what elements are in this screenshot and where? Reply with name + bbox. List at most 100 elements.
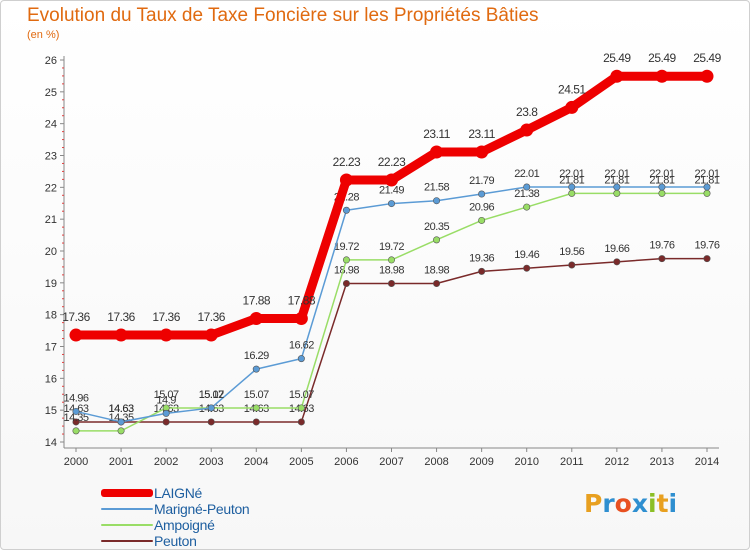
data-label: 16.62 [289, 340, 314, 352]
y-tick-label: 24 [45, 119, 57, 131]
data-point [568, 261, 576, 269]
data-point [658, 255, 666, 263]
data-label: 23.11 [423, 127, 450, 141]
x-tick-label: 2007 [379, 456, 403, 468]
data-point [69, 328, 83, 342]
proxiti-logo: Proxiti [584, 489, 677, 518]
data-point [433, 236, 441, 244]
data-point [339, 173, 353, 187]
data-point [297, 418, 305, 426]
data-label: 15.07 [289, 389, 314, 401]
data-point [342, 256, 350, 264]
data-label: 21.81 [694, 174, 719, 186]
data-point [204, 328, 218, 342]
data-label: 21.81 [604, 174, 629, 186]
data-label: 17.36 [197, 310, 225, 324]
data-point [433, 197, 441, 205]
data-label: 15.07 [154, 389, 179, 401]
x-tick-label: 2000 [64, 456, 88, 468]
data-label: 19.56 [559, 246, 584, 258]
data-label: 15.07 [244, 389, 269, 401]
data-label: 22.01 [649, 168, 674, 180]
data-point [568, 189, 576, 197]
data-point [72, 418, 80, 426]
data-point [658, 189, 666, 197]
data-label: 24.51 [558, 82, 586, 96]
data-point [252, 418, 260, 426]
data-point [387, 256, 395, 264]
logo-letter: i [668, 489, 678, 518]
data-label: 18.98 [424, 264, 449, 276]
data-label: 14.35 [63, 412, 88, 424]
logo-letter: P [584, 489, 603, 518]
x-tick-label: 2009 [469, 456, 493, 468]
data-label: 19.46 [514, 249, 539, 261]
data-label: 17.88 [243, 293, 271, 307]
data-label: 19.66 [604, 243, 629, 255]
y-tick-label: 21 [45, 214, 57, 226]
y-tick-label: 20 [45, 246, 57, 258]
legend-label: LAIGNé [154, 485, 202, 501]
data-point [475, 145, 489, 159]
legend-label: Marigné-Peuton [154, 501, 250, 517]
data-point [523, 264, 531, 272]
data-point [523, 203, 531, 211]
data-point [613, 258, 621, 266]
x-tick-label: 2011 [560, 456, 584, 468]
data-label: 14.9 [156, 394, 176, 406]
chart-title: Evolution du Taux de Taxe Foncière sur l… [27, 5, 539, 26]
data-label: 22.23 [333, 155, 361, 169]
series-line [75, 186, 708, 423]
y-tick-label: 14 [45, 437, 57, 449]
legend-swatch [101, 540, 153, 542]
data-point [610, 69, 624, 83]
y-unit-label: (en %) [27, 29, 60, 41]
data-label: 19.36 [469, 252, 494, 264]
data-label: 20.35 [424, 221, 449, 233]
legend-swatch [101, 508, 153, 510]
data-label: 17.88 [288, 293, 316, 307]
legend-label: Ampoigné [154, 517, 215, 533]
y-tick-label: 22 [45, 182, 57, 194]
data-label: 23.8 [516, 105, 538, 119]
logo-letter: r [602, 489, 615, 518]
data-point [159, 328, 173, 342]
data-label: 19.76 [649, 240, 674, 252]
x-tick-label: 2004 [244, 456, 268, 468]
data-point [342, 279, 350, 287]
data-label: 21.81 [649, 174, 674, 186]
data-label: 14.63 [109, 403, 134, 415]
x-tick-label: 2002 [154, 456, 178, 468]
data-label: 23.11 [468, 127, 495, 141]
data-label: 16.29 [244, 350, 269, 362]
data-label: 21.38 [514, 188, 539, 200]
data-point [252, 404, 260, 412]
data-label: 21.58 [424, 182, 449, 194]
logo-letter: i [648, 489, 657, 518]
logo-letter: t [656, 489, 669, 518]
data-point [520, 123, 534, 137]
data-label: 14.63 [109, 403, 134, 415]
data-point [252, 365, 260, 373]
x-tick-label: 2006 [334, 456, 358, 468]
data-label: 21.49 [379, 185, 404, 197]
data-point [613, 183, 621, 191]
data-point [207, 418, 215, 426]
x-tick-label: 2012 [605, 456, 629, 468]
data-label: 22.01 [514, 168, 539, 180]
data-point [703, 189, 711, 197]
x-tick-label: 2010 [514, 456, 538, 468]
y-tick-label: 16 [45, 373, 57, 385]
series-4: 14.6314.6314.6314.6314.6314.6318.9818.98… [63, 240, 720, 426]
x-tick-label: 2001 [109, 456, 133, 468]
data-label: 21.81 [559, 174, 584, 186]
legend-item: LAIGNé [101, 485, 321, 501]
series-1: 17.36 17.36 17.36 17.36 17.88 17.88 22.23 22.23… [62, 51, 722, 342]
y-tick-label: 19 [45, 278, 57, 290]
data-label: 19.72 [379, 241, 404, 253]
y-tick-label: 17 [45, 342, 57, 354]
y-tick-label: 15 [45, 405, 57, 417]
logo-letter: o [614, 489, 632, 518]
y-tick-label: 23 [45, 151, 57, 163]
